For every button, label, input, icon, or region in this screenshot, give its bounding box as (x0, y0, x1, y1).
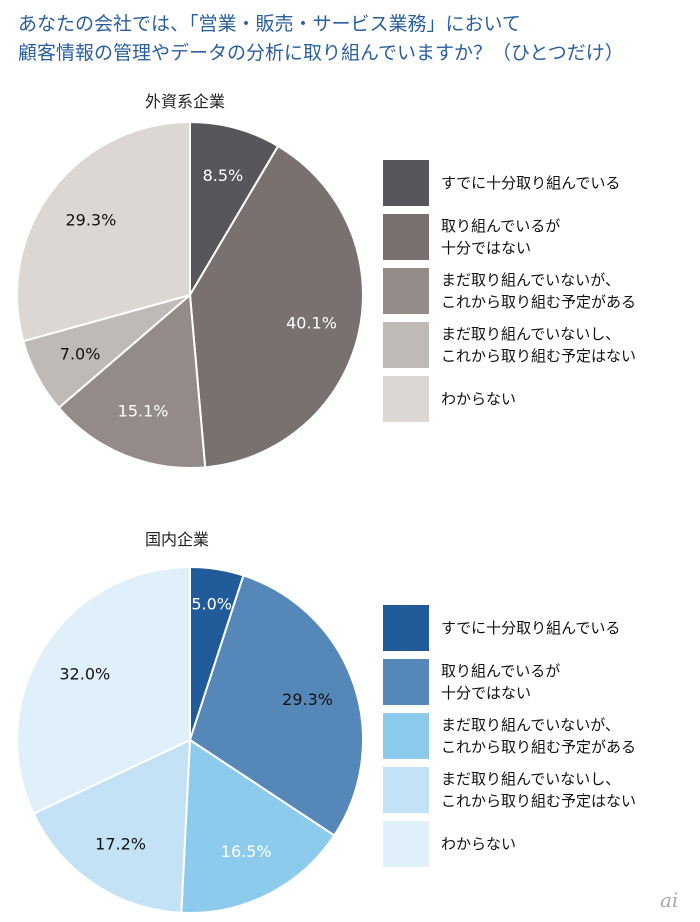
pie-slice-foreign-1 (189, 120, 280, 299)
legend-swatch (383, 605, 429, 651)
legend-label: すでに十分取り組んでいる (441, 174, 621, 192)
pie-label-foreign-1: 8.5% (203, 166, 244, 185)
legend-swatch (383, 821, 429, 867)
legend-label: まだ取り組んでいないし、 これから取り組む予定はない (441, 770, 637, 810)
legend-item-domestic-3: まだ取り組んでいないが、 これから取り組む予定がある (383, 713, 693, 759)
legend-item-foreign-2: 取り組んでいるが 十分ではない (383, 214, 693, 260)
pie-label-domestic-5: 32.0% (59, 664, 110, 683)
legend-label: わからない (441, 390, 517, 408)
legend-item-foreign-1: すでに十分取り組んでいる (383, 160, 693, 206)
legend-label: まだ取り組んでいないが、 これから取り組む予定がある (441, 716, 637, 756)
legend-swatch (383, 376, 429, 422)
pie-slice-foreign-2 (188, 144, 364, 469)
pie-slice-domestic-5 (15, 565, 191, 815)
pie-slice-foreign-5 (16, 120, 191, 343)
legend-item-foreign-5: わからない (383, 376, 693, 422)
pie-chart-foreign: 8.5% 40.1% 15.1% 7.0% 29.3% (16, 120, 364, 469)
pie-label-domestic-2: 29.3% (282, 690, 333, 709)
legend-swatch (383, 713, 429, 759)
legend-swatch (383, 214, 429, 260)
legend-swatch (383, 767, 429, 813)
logo-watermark: ai (660, 888, 679, 912)
legend-label: 取り組んでいるが 十分ではない (441, 217, 561, 257)
title-line-2: 顧客情報の管理やデータの分析に取り組んでいますか？（ひとつだけ） (18, 42, 624, 64)
legend-swatch (383, 268, 429, 314)
pie-label-foreign-2: 40.1% (286, 314, 337, 333)
pie-slice-foreign-3 (57, 292, 207, 469)
legend-item-domestic-4: まだ取り組んでいないし、 これから取り組む予定はない (383, 767, 693, 813)
legend-item-domestic-5: わからない (383, 821, 693, 867)
pie-slice-domestic-2 (188, 574, 364, 837)
legend-item-domestic-1: すでに十分取り組んでいる (383, 605, 693, 651)
legend-item-foreign-4: まだ取り組んでいないし、 これから取り組む予定はない (383, 322, 693, 368)
title-line-1: あなたの会社では、「営業・販売・サービス業務」において (18, 13, 521, 35)
pie-slice-domestic-3 (180, 738, 336, 914)
pie-slice-domestic-4 (32, 738, 192, 914)
chart-title: あなたの会社では、「営業・販売・サービス業務」において 顧客情報の管理やデータの… (18, 10, 688, 68)
pie-label-domestic-3: 16.5% (221, 842, 272, 861)
legend-swatch (383, 322, 429, 368)
pie-label-foreign-4: 7.0% (60, 345, 101, 364)
pie-label-domestic-4: 17.2% (95, 835, 146, 854)
legend-label: 取り組んでいるが 十分ではない (441, 662, 561, 702)
legend-label: すでに十分取り組んでいる (441, 619, 621, 637)
legend-label: まだ取り組んでいないし、 これから取り組む予定はない (441, 325, 637, 365)
legend-swatch (383, 160, 429, 206)
legend-label: わからない (441, 835, 517, 853)
pie-label-foreign-3: 15.1% (118, 401, 169, 420)
pie-title-foreign: 外資系企業 (145, 92, 226, 111)
legend-swatch (383, 659, 429, 705)
legend-label: まだ取り組んでいないが、 これから取り組む予定がある (441, 271, 637, 311)
pie-label-foreign-5: 29.3% (65, 211, 116, 230)
pie-label-domestic-1: 5.0% (191, 594, 232, 613)
legend-item-domestic-2: 取り組んでいるが 十分ではない (383, 659, 693, 705)
pie-title-domestic: 国内企業 (145, 530, 210, 549)
legend-item-foreign-3: まだ取り組んでいないが、 これから取り組む予定がある (383, 268, 693, 314)
